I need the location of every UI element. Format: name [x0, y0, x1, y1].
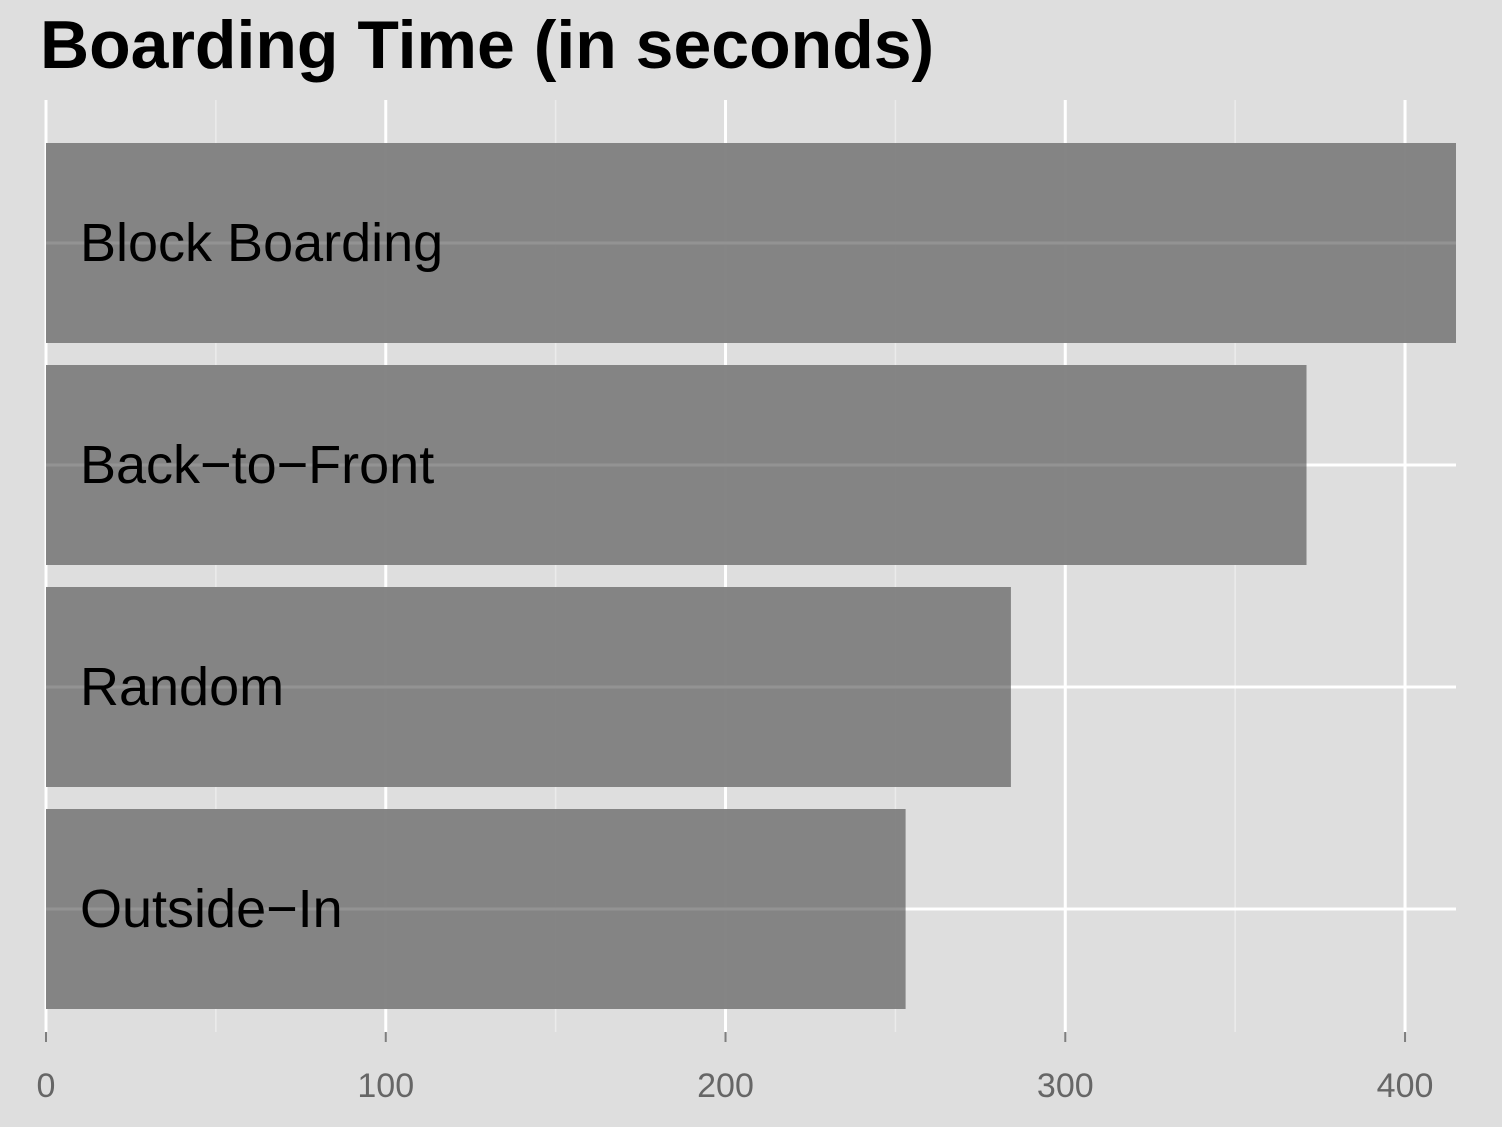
bar [46, 587, 1011, 787]
bar [46, 143, 1456, 343]
bar-label: Random [80, 657, 284, 717]
bar-layer [46, 143, 1456, 1009]
bar-label-layer: Block Boarding Back−to−Front Random Outside… [80, 213, 443, 939]
bar [46, 365, 1307, 565]
bar-label: Back−to−Front [80, 435, 434, 495]
x-tick-label: 200 [697, 1067, 754, 1105]
x-axis-ticks: 0 100 200 300 400 [37, 1032, 1434, 1105]
x-tick-label: 300 [1037, 1067, 1094, 1105]
bar [46, 809, 906, 1009]
chart-title: Boarding Time (in seconds) [40, 7, 935, 83]
x-tick-label: 100 [357, 1067, 414, 1105]
x-tick-label: 0 [37, 1067, 56, 1105]
bar-label: Block Boarding [80, 213, 443, 273]
bar-label: Outside−In [80, 879, 343, 939]
bar-centerline-layer [46, 241, 1456, 911]
x-tick-label: 400 [1377, 1067, 1434, 1105]
